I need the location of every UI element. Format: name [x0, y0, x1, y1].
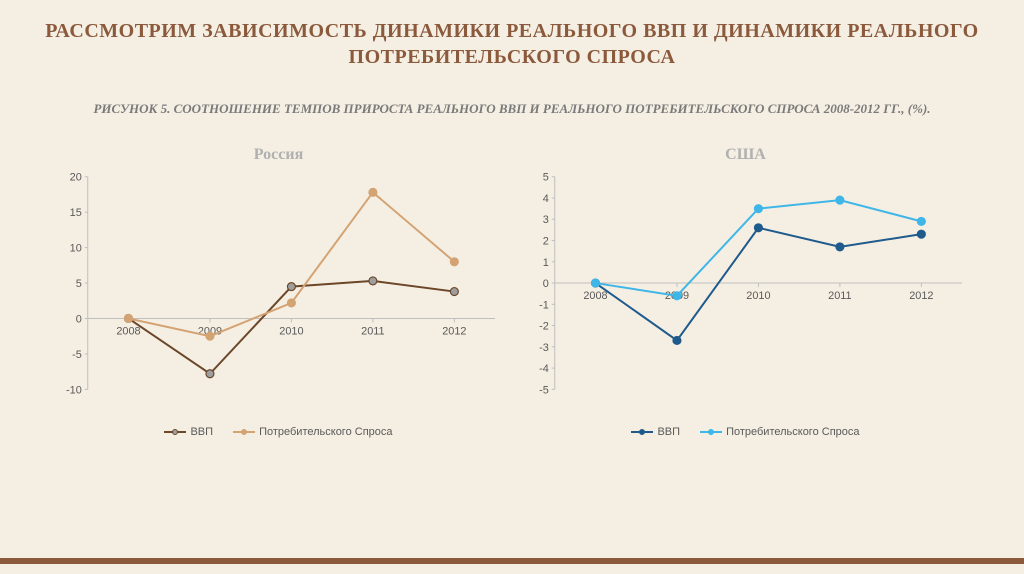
- svg-text:4: 4: [543, 193, 549, 205]
- legend-item: ВВП: [631, 426, 680, 438]
- svg-text:-1: -1: [539, 299, 549, 311]
- svg-text:-3: -3: [539, 342, 549, 354]
- legend-item: Потребительского Спроса: [233, 426, 392, 438]
- legend-item: ВВП: [164, 426, 213, 438]
- svg-text:2008: 2008: [583, 290, 607, 302]
- chart-russia-area: -10-50510152020082009201020112012: [50, 170, 507, 410]
- legend-swatch-line: [233, 431, 255, 433]
- svg-text:5: 5: [543, 172, 549, 184]
- svg-text:3: 3: [543, 214, 549, 226]
- svg-text:0: 0: [543, 278, 549, 290]
- svg-text:-2: -2: [539, 321, 549, 333]
- chart-usa: США -5-4-3-2-101234520082009201020112012…: [517, 146, 974, 438]
- svg-text:2010: 2010: [279, 326, 303, 338]
- legend-swatch-line: [631, 431, 653, 433]
- svg-text:0: 0: [76, 314, 82, 326]
- svg-text:2012: 2012: [909, 290, 933, 302]
- legend-item: Потребительского Спроса: [700, 426, 859, 438]
- chart-usa-legend: ВВП Потребительского Спроса: [517, 426, 974, 438]
- svg-text:1: 1: [543, 257, 549, 269]
- legend-label: ВВП: [657, 426, 680, 438]
- svg-text:-5: -5: [72, 349, 82, 361]
- chart-russia-legend: ВВП Потребительского Спроса: [50, 426, 507, 438]
- legend-swatch-line: [164, 431, 186, 433]
- svg-text:-5: -5: [539, 385, 549, 397]
- legend-swatch-marker: [639, 429, 645, 435]
- figure-caption: РИСУНОК 5. СООТНОШЕНИЕ ТЕМПОВ ПРИРОСТА Р…: [40, 100, 984, 118]
- svg-text:5: 5: [76, 278, 82, 290]
- svg-text:2011: 2011: [361, 326, 384, 338]
- slide-page: РАССМОТРИМ ЗАВИСИМОСТЬ ДИНАМИКИ РЕАЛЬНОГ…: [0, 0, 1024, 574]
- charts-row: Россия -10-50510152020082009201020112012…: [40, 146, 984, 438]
- svg-text:10: 10: [70, 243, 82, 255]
- legend-swatch-marker: [241, 429, 247, 435]
- svg-text:20: 20: [70, 172, 82, 184]
- legend-swatch-line: [700, 431, 722, 433]
- chart-russia: Россия -10-50510152020082009201020112012…: [50, 146, 507, 438]
- legend-label: ВВП: [190, 426, 213, 438]
- legend-swatch-marker: [708, 429, 714, 435]
- legend-label: Потребительского Спроса: [726, 426, 859, 438]
- svg-text:2010: 2010: [746, 290, 770, 302]
- chart-usa-area: -5-4-3-2-101234520082009201020112012: [517, 170, 974, 410]
- svg-text:2011: 2011: [828, 290, 851, 302]
- chart-usa-svg: -5-4-3-2-101234520082009201020112012: [517, 170, 974, 410]
- chart-usa-title: США: [517, 146, 974, 164]
- svg-text:2012: 2012: [442, 326, 466, 338]
- svg-text:-4: -4: [539, 363, 549, 375]
- svg-text:2008: 2008: [116, 326, 140, 338]
- svg-text:-10: -10: [66, 385, 82, 397]
- svg-text:15: 15: [70, 207, 82, 219]
- svg-text:2: 2: [543, 236, 549, 248]
- bottom-accent-bar: [0, 558, 1024, 564]
- legend-swatch-marker: [172, 429, 178, 435]
- legend-label: Потребительского Спроса: [259, 426, 392, 438]
- chart-russia-title: Россия: [50, 146, 507, 164]
- chart-russia-svg: -10-50510152020082009201020112012: [50, 170, 507, 410]
- main-title: РАССМОТРИМ ЗАВИСИМОСТЬ ДИНАМИКИ РЕАЛЬНОГ…: [40, 18, 984, 70]
